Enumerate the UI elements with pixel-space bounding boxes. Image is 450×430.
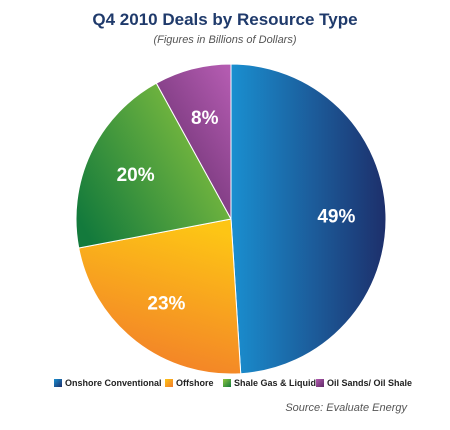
pie-slice-onshore-conventional [230, 63, 387, 375]
pie-data-label: 49% [317, 207, 355, 228]
legend-label: Shale Gas & Liquids [234, 378, 322, 388]
legend-item-shale-gas-liquids: Shale Gas & Liquids [223, 378, 321, 388]
chart-title: Q4 2010 Deals by Resource Type [92, 10, 358, 29]
pie-slice-offshore [78, 218, 242, 375]
pie-data-label: 23% [147, 293, 185, 314]
legend-item-offshore: Offshore [165, 378, 214, 388]
source-note: Source: Evaluate Energy [285, 402, 407, 414]
pie-data-label: 20% [117, 165, 155, 186]
chart-subtitle: (Figures in Billions of Dollars) [153, 34, 297, 46]
legend-swatch [165, 379, 173, 387]
legend-swatch [316, 379, 324, 387]
legend-swatch [54, 379, 62, 387]
legend-item-oil-sands-oil-shale: Oil Sands/ Oil Shale [316, 378, 412, 388]
pie-slice-shale-gas-liquids [75, 82, 232, 249]
legend-swatch [223, 379, 231, 387]
legend-item-onshore-conventional: Onshore Conventional [54, 378, 162, 388]
pie-data-label: 8% [191, 108, 219, 129]
pie-slice-oil-sands-oil-shale [155, 63, 232, 220]
legend-label: Offshore [176, 378, 214, 388]
legend: Onshore Conventional Offshore Shale Gas … [54, 378, 450, 394]
legend-label: Oil Sands/ Oil Shale [327, 378, 413, 388]
legend-label: Onshore Conventional [65, 378, 162, 388]
